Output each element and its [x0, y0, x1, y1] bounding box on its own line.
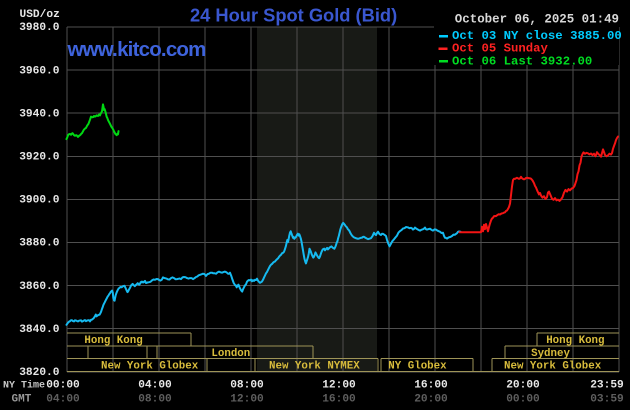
svg-text:00:00: 00:00: [506, 394, 540, 406]
svg-text:Sydney: Sydney: [531, 348, 570, 360]
svg-text:3840.0: 3840.0: [19, 324, 60, 336]
svg-text:00:00: 00:00: [46, 380, 80, 392]
svg-text:NY Globex: NY Globex: [388, 360, 447, 372]
svg-text:Hong Kong: Hong Kong: [546, 335, 604, 347]
svg-text:Hong Kong: Hong Kong: [84, 335, 142, 347]
svg-text:3960.0: 3960.0: [19, 65, 60, 77]
svg-text:London: London: [211, 348, 250, 360]
svg-text:08:00: 08:00: [230, 380, 264, 392]
svg-text:08:00: 08:00: [138, 394, 172, 406]
svg-text:October 06, 2025 01:49: October 06, 2025 01:49: [455, 13, 619, 27]
svg-text:New York Globex: New York Globex: [504, 360, 602, 372]
svg-text:Oct 05 Sunday: Oct 05 Sunday: [452, 42, 549, 56]
svg-text:www.kitco.com: www.kitco.com: [67, 38, 206, 61]
svg-text:3920.0: 3920.0: [19, 152, 60, 164]
svg-text:3900.0: 3900.0: [19, 195, 60, 207]
svg-text:3860.0: 3860.0: [19, 281, 60, 293]
svg-text:3820.0: 3820.0: [19, 367, 60, 379]
svg-text:20:00: 20:00: [414, 394, 448, 406]
svg-text:New York Globex: New York Globex: [101, 360, 199, 372]
svg-text:New York NYMEX: New York NYMEX: [269, 360, 360, 372]
svg-text:12:00: 12:00: [322, 380, 356, 392]
svg-text:16:00: 16:00: [322, 394, 356, 406]
svg-text:3880.0: 3880.0: [19, 238, 60, 250]
svg-text:Oct 06 Last 3932.00: Oct 06 Last 3932.00: [452, 54, 592, 68]
svg-text:04:00: 04:00: [46, 394, 80, 406]
svg-text:16:00: 16:00: [414, 380, 448, 392]
svg-text:3980.0: 3980.0: [19, 22, 60, 34]
svg-text:GMT: GMT: [12, 393, 32, 405]
svg-text:23:59: 23:59: [590, 380, 624, 392]
svg-text:USD/oz: USD/oz: [20, 9, 60, 21]
svg-text:NY Time: NY Time: [3, 380, 45, 392]
svg-text:24 Hour Spot Gold (Bid): 24 Hour Spot Gold (Bid): [190, 5, 397, 26]
svg-text:12:00: 12:00: [230, 394, 264, 406]
svg-text:Oct 03 NY close 3885.00: Oct 03 NY close 3885.00: [452, 29, 622, 43]
svg-text:3940.0: 3940.0: [19, 108, 60, 120]
svg-text:04:00: 04:00: [138, 380, 172, 392]
svg-text:20:00: 20:00: [506, 380, 540, 392]
svg-text:03:59: 03:59: [590, 394, 624, 406]
